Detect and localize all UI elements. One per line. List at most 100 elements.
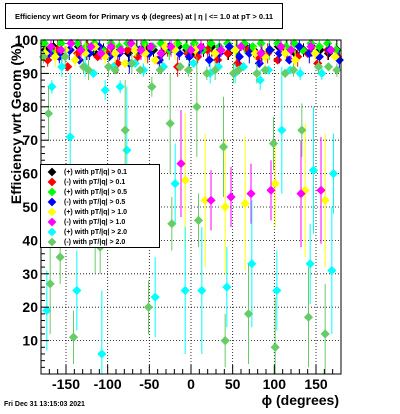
data-point	[193, 215, 204, 225]
legend-label: (-) with pT/|q| > 0.1	[64, 178, 126, 186]
data-point	[56, 45, 66, 55]
data-point	[196, 42, 206, 52]
y-tick-label: 90	[22, 65, 38, 81]
data-point	[188, 58, 199, 68]
data-point	[39, 38, 49, 48]
data-point	[220, 202, 230, 212]
data-point	[96, 48, 106, 58]
data-point	[192, 102, 202, 112]
data-point	[244, 48, 254, 58]
legend-entry: (-) with pT/|q| > 1.0	[44, 217, 156, 227]
data-point	[110, 65, 120, 75]
data-point	[120, 58, 130, 68]
data-point	[183, 65, 194, 75]
chart-title: Efficiency wrt Geom for Primary vs ϕ (de…	[5, 3, 283, 29]
data-point	[252, 68, 262, 78]
y-tick-label: 100	[15, 32, 39, 48]
data-point	[143, 302, 154, 312]
data-point	[146, 42, 156, 52]
legend-entry: (+) with pT/|q| > 0.1	[44, 167, 156, 177]
y-tick-label: 70	[22, 132, 38, 148]
data-point	[254, 58, 264, 68]
data-point	[193, 52, 203, 62]
data-point	[139, 38, 149, 48]
data-point	[45, 279, 55, 289]
legend-label: (-) with pT/|q| > 2.0	[64, 238, 126, 246]
data-point	[240, 199, 250, 209]
data-point	[55, 252, 65, 262]
y-tick-label: 60	[22, 166, 38, 182]
data-point	[203, 45, 213, 55]
data-point	[81, 42, 91, 52]
data-point	[200, 195, 210, 205]
data-point	[115, 82, 125, 92]
legend-label: (+) with pT/|q| > 2.0	[64, 228, 128, 236]
series-5	[46, 38, 336, 248]
data-point	[189, 38, 199, 48]
data-point	[40, 48, 50, 58]
data-point	[326, 45, 336, 55]
data-point	[156, 48, 166, 58]
data-point	[280, 48, 290, 58]
data-point	[323, 38, 333, 48]
data-point	[126, 38, 136, 48]
data-point	[50, 52, 60, 62]
data-point	[46, 42, 56, 52]
data-point	[270, 342, 280, 352]
data-point	[186, 45, 196, 55]
data-point	[43, 108, 54, 119]
data-point	[273, 55, 283, 65]
data-point	[222, 282, 232, 292]
data-point	[331, 45, 341, 55]
data-point	[334, 55, 344, 65]
data-point	[57, 62, 67, 72]
data-point	[93, 52, 103, 62]
data-point	[136, 45, 146, 55]
data-point	[274, 48, 284, 58]
legend: (+) with pT/|q| > 0.1 (-) with pT/|q| > …	[40, 164, 160, 248]
data-point	[147, 82, 157, 92]
data-point	[206, 195, 216, 205]
data-point	[184, 52, 194, 62]
data-point	[290, 55, 300, 65]
data-point	[103, 62, 114, 72]
data-point	[304, 48, 314, 58]
data-point	[167, 219, 177, 229]
y-tick-label: 80	[22, 99, 38, 115]
data-point	[135, 65, 145, 75]
legend-entry: (+) with pT/|q| > 1.0	[44, 207, 156, 217]
legend-marker	[47, 217, 57, 227]
y-tick-label: 30	[22, 266, 38, 282]
data-point	[246, 189, 256, 199]
legend-label: (+) with pT/|q| > 1.0	[64, 208, 128, 216]
data-point	[216, 45, 226, 55]
y-tick-label: 10	[22, 333, 38, 349]
data-point	[206, 38, 216, 48]
data-point	[83, 65, 94, 75]
legend-marker	[47, 197, 57, 207]
data-point	[272, 285, 282, 296]
legend-entry: (-) with pT/|q| > 0.1	[44, 177, 156, 187]
data-point	[330, 52, 340, 62]
data-point	[86, 42, 96, 52]
data-point	[313, 62, 324, 72]
y-tick-label: 40	[22, 232, 38, 248]
data-point	[294, 42, 304, 52]
data-point	[268, 138, 279, 149]
data-point	[243, 309, 254, 319]
data-point	[110, 48, 120, 58]
data-point	[123, 45, 133, 55]
x-tick-label: 100	[263, 376, 287, 392]
data-point	[197, 285, 207, 296]
data-point	[100, 85, 110, 95]
legend-marker	[47, 207, 57, 217]
data-point	[180, 285, 190, 296]
legend-marker	[47, 227, 57, 237]
data-point	[72, 285, 82, 296]
data-point	[317, 68, 327, 78]
data-point	[277, 125, 287, 135]
legend-marker	[47, 187, 57, 197]
x-axis-label: ϕ (degrees)	[261, 392, 339, 408]
data-point	[116, 45, 126, 55]
